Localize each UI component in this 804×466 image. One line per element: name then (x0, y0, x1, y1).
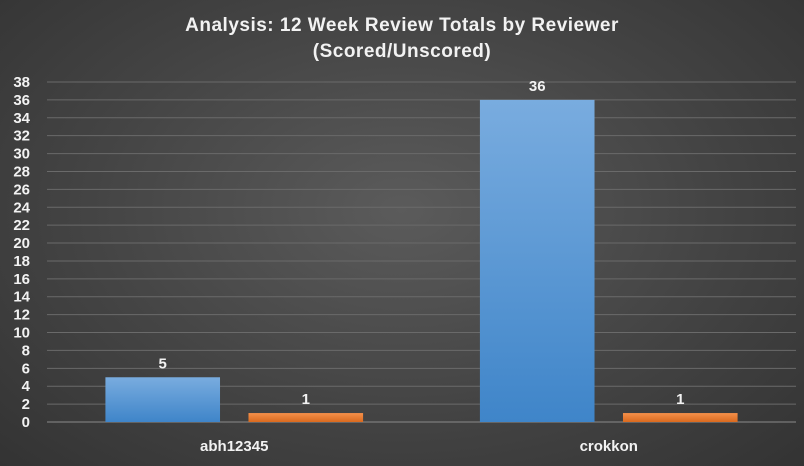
data-label: 1 (302, 391, 310, 408)
chart-title-line-2: (Scored/Unscored) (313, 41, 491, 62)
bar-series-1-crokkon (622, 413, 738, 422)
data-labels: 5 1 36 1 (159, 78, 685, 408)
data-label: 5 (159, 355, 167, 372)
bars (105, 99, 738, 422)
chart-title: Analysis: 12 Week Review Totals by Revie… (185, 15, 619, 62)
y-tick-label: 32 (13, 128, 30, 145)
x-axis-categories: abh12345 crokkon (200, 438, 638, 455)
bar-series-1-abh12345 (248, 413, 364, 422)
y-tick-label: 26 (13, 181, 30, 198)
y-tick-label: 12 (13, 307, 30, 324)
chart-title-line-1: Analysis: 12 Week Review Totals by Revie… (185, 15, 619, 36)
y-tick-label: 28 (13, 163, 30, 180)
y-tick-label: 20 (13, 235, 30, 252)
y-tick-label: 36 (13, 92, 30, 109)
data-label: 1 (676, 391, 684, 408)
y-tick-label: 6 (22, 360, 30, 377)
y-tick-label: 14 (13, 289, 30, 306)
y-tick-label: 38 (13, 74, 30, 91)
y-tick-label: 34 (13, 110, 30, 127)
y-tick-label: 8 (22, 342, 30, 359)
data-label: 36 (529, 78, 546, 95)
y-tick-label: 4 (22, 378, 31, 395)
y-tick-label: 0 (22, 414, 30, 431)
y-tick-label: 10 (13, 325, 30, 342)
y-tick-label: 18 (13, 253, 30, 270)
gridlines (47, 81, 796, 423)
y-tick-label: 22 (13, 217, 30, 234)
y-tick-label: 16 (13, 271, 30, 288)
y-tick-label: 30 (13, 146, 30, 163)
bar-series-0-crokkon (479, 99, 595, 422)
y-tick-label: 24 (13, 199, 30, 216)
x-category-label: crokkon (580, 438, 638, 455)
x-category-label: abh12345 (200, 438, 268, 455)
bar-series-0-abh12345 (105, 377, 221, 422)
y-tick-label: 2 (22, 396, 30, 413)
